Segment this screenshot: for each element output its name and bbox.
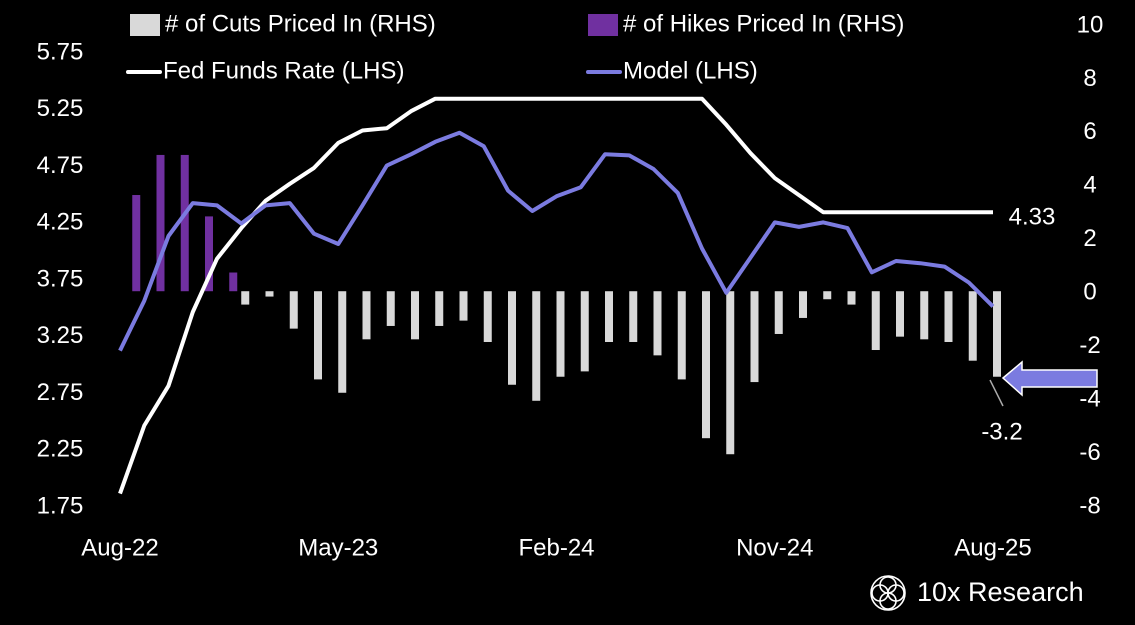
bar [362,291,371,340]
bar [435,291,444,326]
y2-tick-label: -8 [1079,492,1100,519]
y-tick-label: 3.75 [37,265,84,292]
bar [180,154,189,292]
logo [870,575,906,611]
y2-tick-label: -2 [1079,332,1100,359]
bar [386,291,395,326]
y2-tick-label: 0 [1083,279,1096,306]
y-tick-label: 5.75 [37,38,84,65]
bar [920,291,929,340]
y-tick-label: 5.25 [37,95,84,122]
x-tick-label: Feb-24 [518,534,594,561]
bar [508,291,516,385]
bar [799,291,807,318]
bar [229,272,238,292]
bar [896,291,904,337]
bar [411,291,419,340]
y2-tick-label: 2 [1083,225,1096,252]
y-tick-label: 3.25 [37,322,84,349]
bar [459,291,468,321]
bar [289,291,298,329]
bar [205,216,213,292]
bar [823,291,832,300]
bar [265,291,274,297]
bar [156,154,165,292]
x-tick-label: May-23 [298,534,378,561]
y-tick-label: 2.25 [37,436,84,463]
bar [726,291,735,455]
bar [968,291,977,361]
bar [314,291,322,380]
y2-tick-label: 4 [1083,172,1096,199]
bar [847,291,856,305]
annotation: -3.2 [981,418,1022,445]
bar [338,291,347,393]
legend-label: Fed Funds Rate (LHS) [163,57,404,84]
bar [241,291,250,305]
arrow [1001,360,1098,397]
legend-label: # of Cuts Priced In (RHS) [165,10,436,37]
bar [605,291,613,342]
bar [629,291,638,342]
bar [532,291,541,401]
bar [993,291,1001,377]
bar [750,291,759,383]
bar [677,291,686,380]
legend-label: # of Hikes Priced In (RHS) [623,10,904,37]
bar [774,291,783,334]
bar [871,291,880,351]
y2-tick-label: 8 [1083,65,1096,92]
x-tick-label: Aug-22 [81,534,158,561]
bar [556,291,565,377]
bar [653,291,662,356]
legend-label: Model (LHS) [623,57,758,84]
y-tick-label: 1.75 [37,492,84,519]
y-tick-label: 2.75 [37,379,84,406]
y2-tick-label: 6 [1083,118,1096,145]
bar [132,195,141,292]
source: 10x Research [917,577,1084,607]
bar [702,291,710,439]
bar [580,291,589,372]
x-tick-label: Aug-25 [954,534,1031,561]
y2-tick-label: 10 [1077,11,1104,38]
legend-swatch [588,14,618,36]
line [118,96,993,495]
leader-line [989,379,1004,407]
bar [483,291,492,342]
y2-tick-label: -6 [1079,439,1100,466]
bar [944,291,953,342]
legend-swatch [130,14,160,36]
annotation: 4.33 [1009,203,1056,230]
y2-tick-label: -4 [1079,385,1100,412]
y-tick-label: 4.25 [37,209,84,236]
line [118,130,995,352]
y-tick-label: 4.75 [37,152,84,179]
x-tick-label: Nov-24 [736,534,813,561]
